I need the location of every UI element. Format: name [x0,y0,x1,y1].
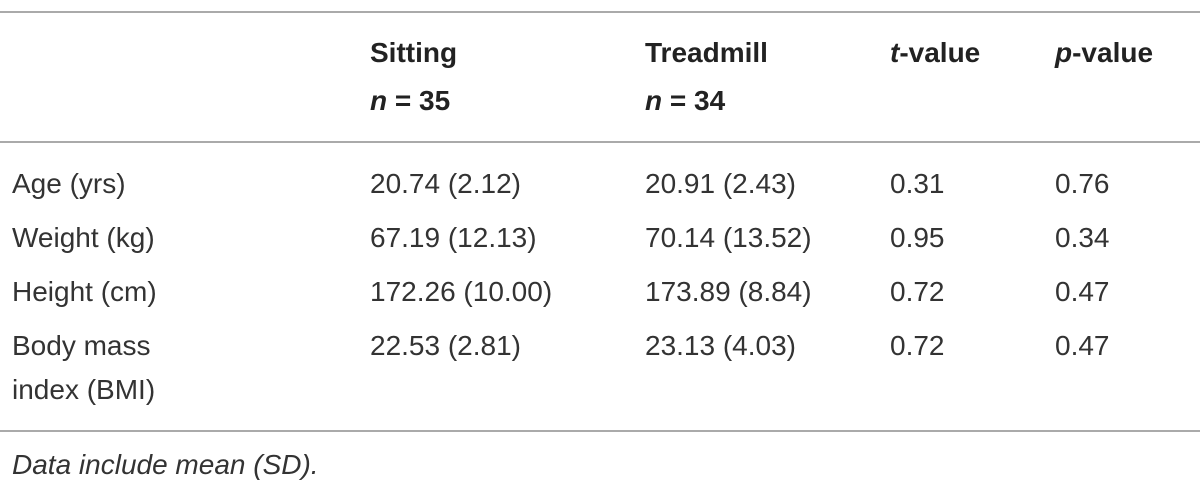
cell-text: 0.72 [890,276,945,307]
cell-text: 20.74 (2.12) [370,168,521,199]
cell-text: 67.19 (12.13) [370,222,537,253]
cell-text: 0.95 [890,222,945,253]
table-cell: 0.95 [890,206,1055,260]
cell-text: 20.91 (2.43) [645,168,796,199]
cell-text: 0.47 [1055,276,1110,307]
header-cell: t-value [890,12,1055,142]
header-row: Sitting n = 35 Treadmill n = 34 t-value p-val… [0,12,1200,142]
header-cell: Sitting n = 35 [370,12,645,142]
table-cell: 22.53 (2.81) [370,314,645,431]
header-cell: p-value [1055,12,1200,142]
cell-text: 0.47 [1055,330,1110,361]
page: Sitting n = 35 Treadmill n = 34 t-value p-val… [0,11,1200,500]
table-cell: 23.13 (4.03) [645,314,890,431]
row-label: Body mass index (BMI) [12,330,156,405]
cell-text: 0.76 [1055,168,1110,199]
header-cell [0,12,370,142]
table-cell: Body mass index (BMI) [0,314,370,431]
table-cell: Age (yrs) [0,142,370,206]
table-cell: 0.31 [890,142,1055,206]
header-cell: Treadmill n = 34 [645,12,890,142]
table-cell: 0.72 [890,314,1055,431]
table-cell: 172.26 (10.00) [370,260,645,314]
header-text: t-value [890,37,981,68]
cell-text: 22.53 (2.81) [370,330,521,361]
header-text: Treadmill [645,37,768,68]
table-cell: 0.76 [1055,142,1200,206]
table-cell: 0.47 [1055,314,1200,431]
table-cell: 20.91 (2.43) [645,142,890,206]
table-body: Age (yrs) 20.74 (2.12) 20.91 (2.43) 0.31 0.7… [0,142,1200,431]
table-cell: 0.72 [890,260,1055,314]
table-cell: 67.19 (12.13) [370,206,645,260]
data-table: Sitting n = 35 Treadmill n = 34 t-value p-val… [0,11,1200,432]
cell-text: 172.26 (10.00) [370,276,553,307]
table-row: Body mass index (BMI) 22.53 (2.81) 23.13 (… [0,314,1200,431]
table-row: Height (cm) 172.26 (10.00) 173.89 (8.84) 0.… [0,260,1200,314]
cell-text: 70.14 (13.52) [645,222,812,253]
row-label: Age (yrs) [12,168,126,199]
header-text: p-value [1055,37,1154,68]
table-row: Weight (kg) 67.19 (12.13) 70.14 (13.52) 0.9… [0,206,1200,260]
table-note: Data include mean (SD). [12,449,319,480]
table-cell: 173.89 (8.84) [645,260,890,314]
cell-text: 173.89 (8.84) [645,276,812,307]
table-cell: 0.34 [1055,206,1200,260]
table-row: Age (yrs) 20.74 (2.12) 20.91 (2.43) 0.31 0.7… [0,142,1200,206]
table-cell: 70.14 (13.52) [645,206,890,260]
table-cell: Height (cm) [0,260,370,314]
cell-text: 0.31 [890,168,945,199]
table-cell: 20.74 (2.12) [370,142,645,206]
cell-text: 0.34 [1055,222,1110,253]
header-text: n = 35 [370,85,451,116]
table-cell: 0.47 [1055,260,1200,314]
table-header: Sitting n = 35 Treadmill n = 34 t-value p-val… [0,12,1200,142]
row-label: Weight (kg) [12,222,155,253]
cell-text: 0.72 [890,330,945,361]
row-label: Height (cm) [12,276,157,307]
header-text: Sitting [370,37,458,68]
header-text: n = 34 [645,85,726,116]
cell-text: 23.13 (4.03) [645,330,796,361]
table-cell: Weight (kg) [0,206,370,260]
